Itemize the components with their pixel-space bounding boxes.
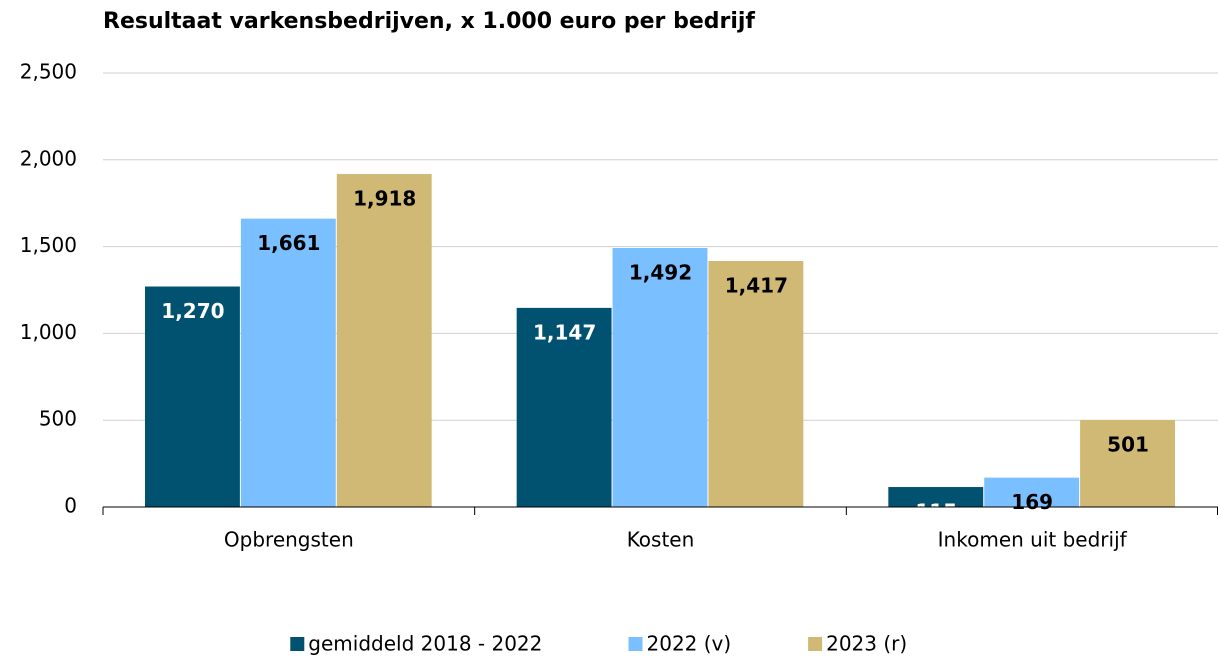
value-label: 1,147 <box>533 320 596 344</box>
y-tick-label: 0 <box>64 494 77 518</box>
bar <box>888 487 984 507</box>
value-label: 1,661 <box>257 231 320 255</box>
bar <box>336 174 432 507</box>
value-label: 1,918 <box>353 187 416 211</box>
x-tick-label: Kosten <box>627 528 695 552</box>
value-label: 169 <box>1011 490 1053 514</box>
legend-label: 2022 (v) <box>647 632 732 656</box>
legend-swatch <box>628 637 643 651</box>
bar <box>516 307 612 507</box>
bar <box>984 477 1080 507</box>
legend-swatch <box>290 637 305 651</box>
x-tick-label: Inkomen uit bedrijf <box>938 528 1128 552</box>
chart-title: Resultaat varkensbedrijven, x 1.000 euro… <box>103 9 755 34</box>
value-label: 1,417 <box>725 274 788 298</box>
value-label: 115 <box>915 500 957 524</box>
y-tick-label: 500 <box>39 407 77 431</box>
y-tick-label: 1,500 <box>20 233 77 257</box>
bar <box>708 261 804 507</box>
value-label: 1,492 <box>629 260 692 284</box>
value-label: 1,270 <box>161 299 224 323</box>
value-label: 501 <box>1107 433 1149 457</box>
x-tick-label: Opbrengsten <box>224 528 354 552</box>
bar <box>144 286 240 507</box>
bar <box>612 247 708 507</box>
y-tick-label: 1,000 <box>20 320 77 344</box>
legend-label: 2023 (r) <box>826 632 907 656</box>
bar <box>1080 420 1176 507</box>
legend-label: gemiddeld 2018 - 2022 <box>308 632 542 656</box>
y-tick-label: 2,000 <box>20 146 77 170</box>
bar <box>240 218 336 508</box>
legend-swatch <box>808 637 823 651</box>
y-tick-label: 2,500 <box>20 60 77 84</box>
